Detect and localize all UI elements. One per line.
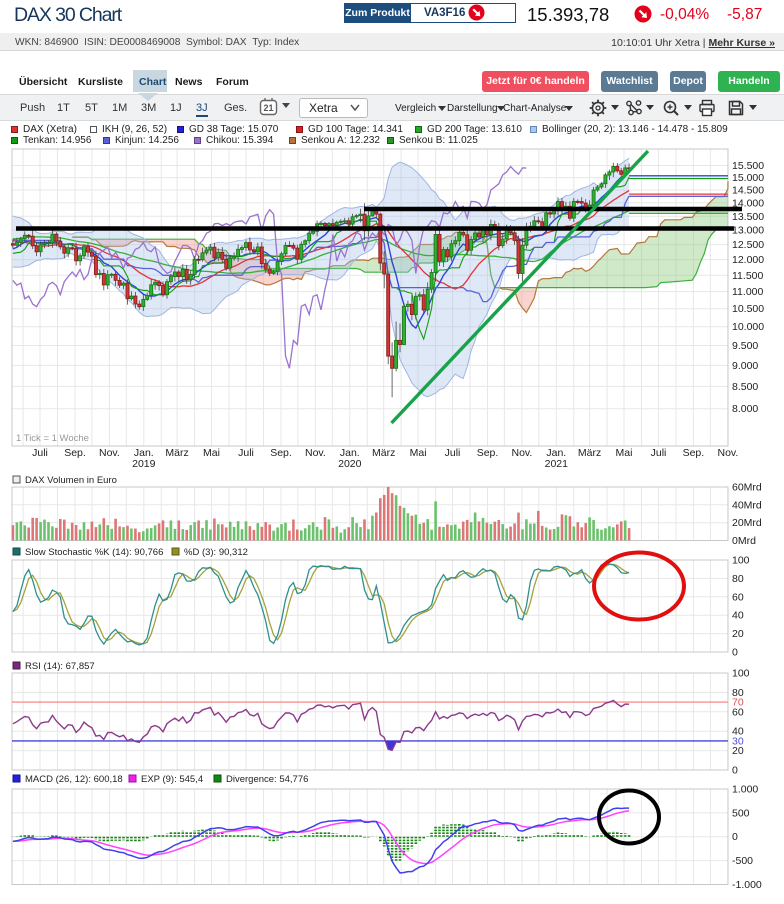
- svg-text:1 Tick = 1 Woche: 1 Tick = 1 Woche: [16, 433, 89, 444]
- svg-text:40: 40: [732, 610, 744, 622]
- svg-text:80: 80: [732, 573, 744, 585]
- svg-text:10.000: 10.000: [732, 321, 764, 333]
- svg-text:15.500: 15.500: [732, 160, 764, 172]
- svg-text:100: 100: [732, 668, 750, 680]
- svg-text:Slow Stochastic %K (14): 90,76: Slow Stochastic %K (14): 90,766: [25, 547, 163, 558]
- svg-text:Juli: Juli: [32, 447, 48, 459]
- svg-text:Nov.: Nov.: [99, 447, 120, 459]
- svg-text:20: 20: [732, 745, 744, 757]
- svg-text:9.000: 9.000: [732, 360, 758, 372]
- svg-text:60: 60: [732, 591, 744, 603]
- svg-text:Divergence: 54,776: Divergence: 54,776: [226, 774, 308, 785]
- svg-text:EXP (9): 545,4: EXP (9): 545,4: [141, 774, 203, 785]
- svg-text:100: 100: [732, 555, 750, 567]
- svg-text:DAX Volumen in Euro: DAX Volumen in Euro: [25, 475, 117, 486]
- svg-text:-1.000: -1.000: [732, 879, 762, 891]
- svg-text:11.500: 11.500: [732, 270, 763, 282]
- svg-text:12.000: 12.000: [732, 254, 764, 266]
- svg-text:0: 0: [732, 647, 738, 659]
- svg-text:60: 60: [732, 706, 744, 718]
- svg-text:Juli: Juli: [238, 447, 254, 459]
- svg-text:0Mrd: 0Mrd: [732, 535, 756, 547]
- svg-text:Sep.: Sep.: [64, 447, 86, 459]
- svg-text:11.000: 11.000: [732, 286, 763, 298]
- svg-text:Sep.: Sep.: [683, 447, 705, 459]
- svg-text:Mai: Mai: [410, 447, 427, 459]
- svg-text:13.500: 13.500: [732, 211, 764, 223]
- svg-text:0: 0: [732, 831, 738, 843]
- svg-text:RSI (14): 67,857: RSI (14): 67,857: [25, 661, 95, 672]
- svg-text:-500: -500: [732, 855, 753, 867]
- svg-text:März: März: [165, 447, 188, 459]
- svg-text:20Mrd: 20Mrd: [732, 517, 762, 529]
- svg-text:Mai: Mai: [616, 447, 633, 459]
- svg-text:20: 20: [732, 628, 744, 640]
- svg-text:März: März: [578, 447, 601, 459]
- svg-text:9.500: 9.500: [732, 340, 758, 352]
- svg-text:Nov.: Nov.: [305, 447, 326, 459]
- svg-text:Juli: Juli: [651, 447, 667, 459]
- svg-text:40Mrd: 40Mrd: [732, 499, 762, 511]
- svg-text:2021: 2021: [545, 458, 569, 470]
- svg-text:März: März: [372, 447, 395, 459]
- svg-text:8.500: 8.500: [732, 381, 758, 393]
- svg-text:40: 40: [732, 726, 744, 738]
- svg-text:2019: 2019: [132, 458, 156, 470]
- svg-text:14.500: 14.500: [732, 185, 764, 197]
- svg-text:21: 21: [263, 103, 273, 113]
- svg-text:10.500: 10.500: [732, 303, 764, 315]
- svg-text:%D (3): 90,312: %D (3): 90,312: [184, 547, 248, 558]
- svg-text:15.000: 15.000: [732, 172, 764, 184]
- svg-text:80: 80: [732, 687, 744, 699]
- svg-text:13.000: 13.000: [732, 225, 764, 237]
- svg-text:Mai: Mai: [203, 447, 220, 459]
- svg-text:Juli: Juli: [445, 447, 461, 459]
- svg-text:MACD (26, 12): 600,18: MACD (26, 12): 600,18: [25, 774, 123, 785]
- svg-text:30: 30: [732, 735, 744, 747]
- svg-text:Nov.: Nov.: [511, 447, 532, 459]
- svg-text:Nov.: Nov.: [717, 447, 738, 459]
- svg-text:12.500: 12.500: [732, 239, 764, 251]
- svg-text:2020: 2020: [338, 458, 362, 470]
- svg-text:Jan.: Jan.: [340, 447, 360, 459]
- svg-text:Sep.: Sep.: [477, 447, 499, 459]
- svg-text:70: 70: [732, 697, 744, 709]
- svg-text:Jan.: Jan.: [546, 447, 566, 459]
- svg-text:Jan.: Jan.: [134, 447, 154, 459]
- svg-text:60Mrd: 60Mrd: [732, 482, 762, 494]
- svg-text:8.000: 8.000: [732, 403, 758, 415]
- svg-text:1.000: 1.000: [732, 784, 758, 796]
- svg-text:Sep.: Sep.: [270, 447, 292, 459]
- svg-text:500: 500: [732, 807, 750, 819]
- svg-text:0: 0: [732, 765, 738, 777]
- svg-text:14.000: 14.000: [732, 197, 764, 209]
